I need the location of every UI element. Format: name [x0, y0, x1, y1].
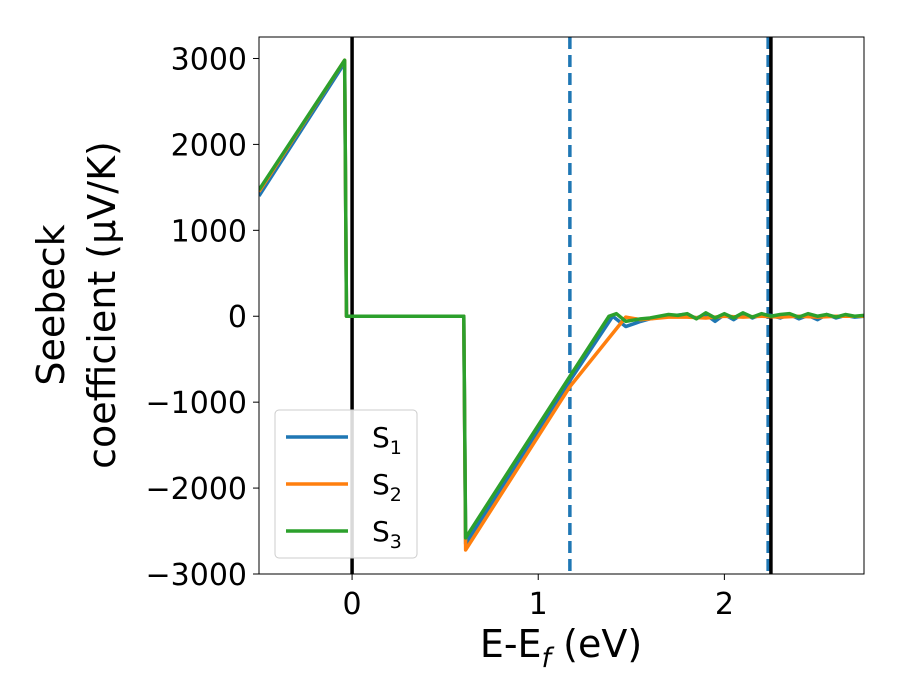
y-tick-label: 3000	[171, 42, 247, 77]
y-tick-label: 1000	[171, 214, 247, 249]
plot-frame	[258, 36, 865, 575]
x-axis-label: E-Ef (eV)	[480, 622, 642, 674]
x-axis-ticks: 0 1 2	[343, 574, 734, 622]
y-tick-label: −3000	[146, 558, 247, 593]
x-tick-label: 0	[343, 587, 362, 622]
x-tick-label: 1	[529, 587, 548, 622]
x-tick-label: 2	[715, 587, 734, 622]
series-layer	[259, 58, 864, 552]
y-tick-label: 2000	[171, 128, 247, 163]
series-line-3	[259, 58, 864, 540]
y-axis-label: Seebeck coefficient (μV/K)	[29, 141, 124, 469]
legend-label-2: S2	[372, 468, 402, 506]
y-tick-label: −2000	[146, 472, 247, 507]
y-axis-label-line1: Seebeck	[29, 224, 73, 385]
legend: S1 S2 S3	[274, 409, 418, 559]
y-axis-ticks: −3000 −2000 −1000 0 1000 2000 3000	[146, 42, 259, 593]
y-axis-label-line2: coefficient (μV/K)	[80, 141, 124, 469]
y-tick-label: 0	[228, 300, 247, 335]
legend-label-3: S3	[372, 515, 402, 553]
legend-label-1: S1	[372, 421, 402, 459]
y-tick-label: −1000	[146, 386, 247, 421]
